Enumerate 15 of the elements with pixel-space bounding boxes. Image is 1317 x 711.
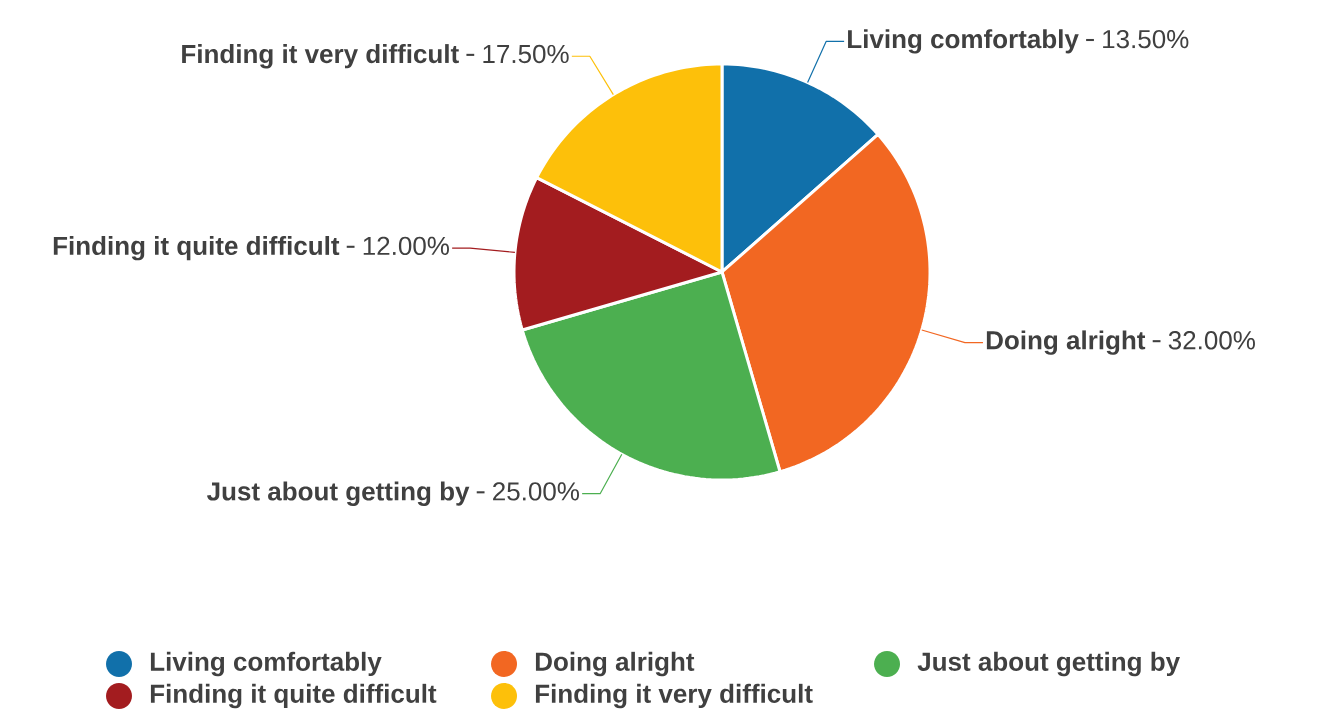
legend-label: Finding it very difficult — [535, 683, 813, 709]
slice-label: Just about getting by — [207, 481, 470, 506]
slice-label: Finding it very difficult — [182, 44, 459, 69]
data-label: 12.00% — [363, 236, 449, 256]
legend-label: Just about getting by — [917, 651, 1180, 677]
data-label: 13.50% — [1103, 29, 1189, 49]
legend-label: Finding it quite difficult — [150, 683, 437, 709]
legend-label: Living comfortably — [150, 651, 382, 677]
data-label: 17.50% — [483, 44, 569, 64]
legend-label: Doing alright — [535, 651, 695, 677]
data-label: 25.00% — [493, 482, 579, 501]
slice-label: Doing alright — [986, 330, 1146, 355]
category-label: Finding it quite difficult — [53, 236, 340, 261]
data-label: 32.00% — [1168, 331, 1255, 350]
slice-label: Living comfortably — [848, 29, 1079, 54]
